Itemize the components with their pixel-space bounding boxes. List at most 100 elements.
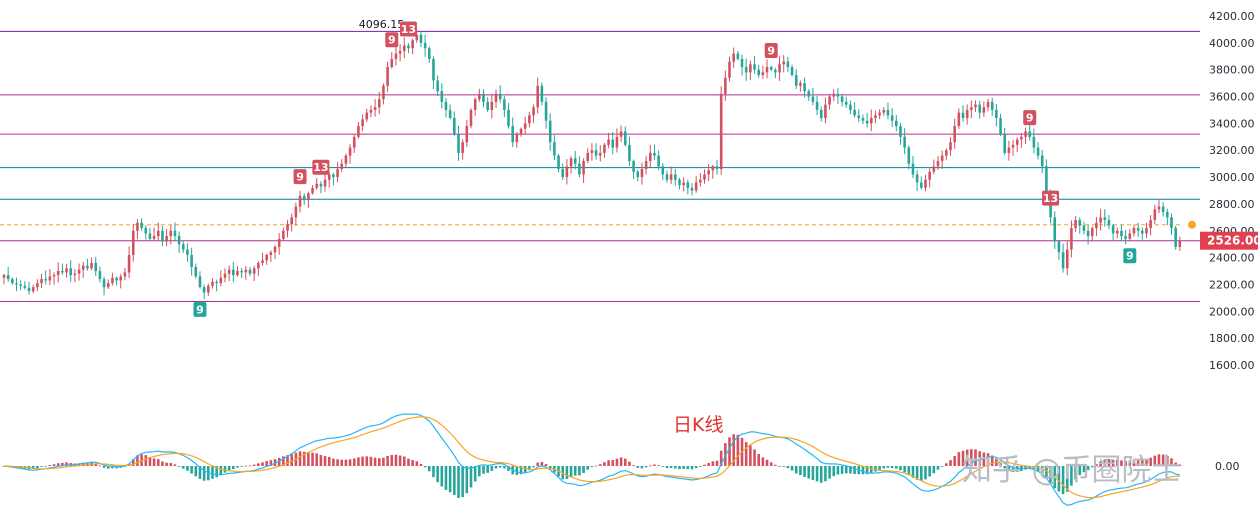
macd-histogram-bar <box>607 460 610 466</box>
macd-histogram-bar <box>586 466 590 470</box>
macd-histogram-bar <box>573 466 577 476</box>
macd-histogram-bar <box>532 466 535 468</box>
candle-body <box>724 77 727 94</box>
candle-body <box>732 53 735 62</box>
macd-histogram-bar <box>194 466 198 477</box>
macd-histogram-bar <box>648 465 652 467</box>
candle-body <box>899 126 902 137</box>
macd-histogram-bar <box>978 451 981 466</box>
candle-body <box>453 118 456 135</box>
candle-body <box>232 269 235 276</box>
macd-histogram-bar <box>678 466 681 470</box>
td-mark-badge <box>312 159 330 175</box>
macd-histogram-bar <box>507 466 510 471</box>
candle-body <box>911 163 915 175</box>
candle-body <box>473 99 477 110</box>
candle-body <box>832 93 836 97</box>
candle-body <box>824 104 827 119</box>
macd-histogram-bar <box>411 460 414 466</box>
macd-histogram-bar <box>394 454 398 466</box>
macd-histogram-bar <box>765 459 769 466</box>
macd-histogram-bar <box>1074 466 1077 480</box>
candle-body <box>699 179 702 183</box>
macd-histogram-bar <box>390 454 394 466</box>
candle-body <box>48 276 52 281</box>
y-tick-label: 3200.00 <box>1209 144 1255 157</box>
candle-body <box>27 287 31 292</box>
macd-histogram-bar <box>319 455 323 466</box>
candle-body <box>1136 228 1140 231</box>
candle-body <box>44 279 47 281</box>
candle-body <box>40 279 43 284</box>
candle-body <box>978 104 981 113</box>
macd-histogram-bar <box>719 450 723 466</box>
candle-body <box>999 118 1002 135</box>
candle-body <box>844 101 848 105</box>
candle-body <box>415 34 419 41</box>
candle-body <box>323 179 327 187</box>
candle-body <box>307 193 310 200</box>
macd-histogram-bar <box>182 466 185 469</box>
candle-body <box>432 58 435 81</box>
macd-histogram-bar <box>332 458 335 466</box>
macd-histogram-bar <box>753 449 756 466</box>
candle-body <box>219 277 223 284</box>
macd-histogram-bar <box>699 466 702 467</box>
candle-body <box>970 107 973 110</box>
candle-body <box>849 104 852 110</box>
candle-body <box>1149 220 1152 229</box>
macd-histogram-bar <box>1099 461 1102 466</box>
candle-body <box>590 150 594 153</box>
candle-body <box>273 246 277 253</box>
macd-histogram-bar <box>974 449 977 466</box>
candle-body <box>152 236 156 239</box>
candle-body <box>532 107 535 116</box>
macd-histogram-bar <box>377 458 381 466</box>
candle-body <box>332 174 335 178</box>
macd-histogram-bar <box>344 459 348 466</box>
candle-body <box>407 45 410 49</box>
macd-histogram-bar <box>223 466 227 473</box>
y-tick-label: 2200.00 <box>1209 278 1255 291</box>
candle-body <box>578 163 581 175</box>
macd-histogram-bar <box>832 466 836 477</box>
macd-histogram-bar <box>1028 466 1032 470</box>
macd-histogram-bar <box>244 465 248 467</box>
macd-histogram-bar <box>98 465 102 467</box>
candle-body <box>148 233 152 239</box>
candle-body <box>982 107 986 113</box>
td-mark-label: 13 <box>401 23 416 36</box>
candle-body <box>611 139 615 148</box>
macd-histogram-bar <box>899 466 902 471</box>
candle-body <box>419 34 423 43</box>
candle-body <box>1032 136 1036 148</box>
candle-body <box>202 287 206 293</box>
macd-histogram-bar <box>1036 466 1040 472</box>
candle-body <box>953 126 956 143</box>
candle-body <box>565 166 569 178</box>
td-mark-label: 9 <box>767 44 775 57</box>
macd-histogram-bar <box>794 466 798 474</box>
macd-histogram-bar <box>1174 462 1177 466</box>
macd-histogram-bar <box>1040 466 1044 474</box>
candle-body <box>311 187 314 194</box>
candle-body <box>269 252 273 255</box>
macd-histogram-bar <box>957 452 961 466</box>
macd-histogram-bar <box>523 466 527 473</box>
y-axis: 4200.00 4000.00 3800.00 3600.00 3400.00 3200.… <box>1200 10 1260 473</box>
macd-histogram-bar <box>732 434 735 466</box>
macd-histogram-bar <box>1086 466 1090 471</box>
candle-body <box>277 238 281 247</box>
candle-body <box>140 222 143 229</box>
macd-histogram-bar <box>336 459 339 466</box>
macd-histogram-bar <box>148 456 152 466</box>
candle-body <box>1020 136 1023 140</box>
macd-histogram-bar <box>569 466 573 477</box>
watermark: 知乎 @币圈院士 <box>962 453 1182 488</box>
macd-histogram-bar <box>990 455 994 466</box>
candle-body <box>665 174 669 180</box>
candle-body <box>2 275 6 278</box>
macd-histogram-bar <box>1149 457 1152 466</box>
candle-body <box>707 170 710 175</box>
macd-histogram-bar <box>290 454 293 466</box>
